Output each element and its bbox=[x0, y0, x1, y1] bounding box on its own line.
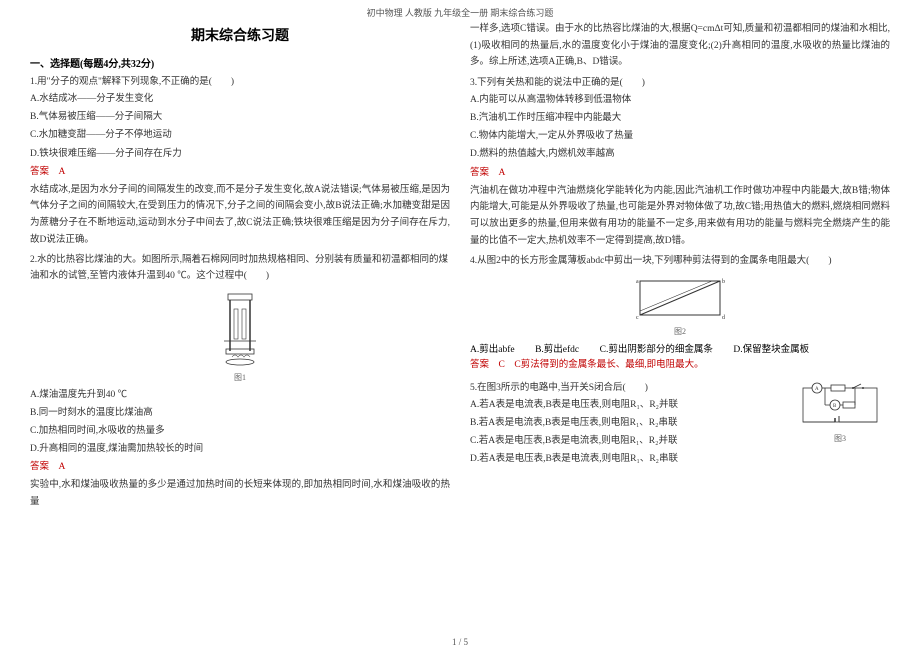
q4-answer: 答案 C C剪法得到的金属条最长、最细,即电阻最大。 bbox=[470, 357, 890, 373]
q4-option-b: B.剪出efdc bbox=[535, 345, 579, 355]
q5-option-d: D.若A表是电压表,B表是电流表,则电阻R₁、R₂串联 bbox=[470, 451, 790, 467]
figure-1: 图1 bbox=[30, 289, 450, 383]
q2-answer-value: A bbox=[59, 462, 66, 472]
q3-explanation: 汽油机在做功冲程中汽油燃烧化学能转化为内能,因此汽油机工作时做功冲程中内能最大,… bbox=[470, 183, 890, 250]
q4-answer-value: C C剪法得到的金属条最长、最细,即电阻最大。 bbox=[499, 360, 704, 370]
q1-answer-value: A bbox=[59, 167, 66, 177]
q5-row: 5.在图3所示的电路中,当开关S闭合后( ) A.若A表是电流表,B表是电压表,… bbox=[470, 376, 890, 470]
q1-stem: 1.用"分子的观点"解释下列现象,不正确的是( ) bbox=[30, 74, 450, 90]
q1-option-d: D.铁块很难压缩——分子间存在斥力 bbox=[30, 146, 450, 162]
section-1-header: 一、选择题(每题4分,共32分) bbox=[30, 55, 450, 70]
q5-option-a: A.若A表是电流表,B表是电压表,则电阻R₁、R₂并联 bbox=[470, 397, 790, 413]
q3-stem: 3.下列有关热和能的说法中正确的是( ) bbox=[470, 75, 890, 91]
svg-text:b: b bbox=[722, 279, 725, 285]
svg-text:A: A bbox=[815, 387, 819, 392]
svg-text:c: c bbox=[636, 315, 639, 321]
q2-answer: 答案 A bbox=[30, 459, 450, 475]
q2-option-d: D.升高相同的温度,煤油需加热较长的时间 bbox=[30, 441, 450, 457]
q1-option-b: B.气体易被压缩——分子间隔大 bbox=[30, 109, 450, 125]
q3-option-a: A.内能可以从高温物体转移到低温物体 bbox=[470, 92, 890, 108]
fig1-caption: 图1 bbox=[30, 372, 450, 383]
answer-label: 答案 bbox=[30, 462, 49, 472]
q4-stem: 4.从图2中的长方形金属薄板abdc中剪出一块,下列哪种剪法得到的金属条电阻最大… bbox=[470, 253, 890, 269]
answer-label: 答案 bbox=[470, 360, 489, 370]
q4-option-a: A.剪出abfe bbox=[470, 345, 515, 355]
q5-option-c: C.若A表是电压表,B表是电流表,则电阻R₁、R₂并联 bbox=[470, 433, 790, 449]
q4-options: A.剪出abfe B.剪出efdc C.剪出阴影部分的细金属条 D.保留整块金属… bbox=[470, 341, 890, 355]
figure-3: A B 图3 bbox=[790, 380, 890, 444]
answer-label: 答案 bbox=[470, 168, 489, 178]
q3-option-d: D.燃料的热值越大,内燃机效率越高 bbox=[470, 146, 890, 162]
q2-option-a: A.煤油温度先升到40 ℃ bbox=[30, 387, 450, 403]
q1-answer: 答案 A bbox=[30, 164, 450, 180]
q3-option-b: B.汽油机工作时压缩冲程中内能最大 bbox=[470, 110, 890, 126]
page-footer: 1 / 5 bbox=[0, 637, 920, 647]
svg-text:a: a bbox=[636, 279, 639, 285]
q1-explanation: 水结成冰,是因为水分子间的间隔发生的改变,而不是分子发生变化,故A说法错误;气体… bbox=[30, 182, 450, 249]
q3-option-c: C.物体内能增大,一定从外界吸收了热量 bbox=[470, 128, 890, 144]
answer-label: 答案 bbox=[30, 167, 49, 177]
page-header: 初中物理 人教版 九年级全一册 期末综合练习题 bbox=[0, 0, 920, 21]
q1-option-c: C.水加糖变甜——分子不停地运动 bbox=[30, 127, 450, 143]
content-area: 期末综合练习题 一、选择题(每题4分,共32分) 1.用"分子的观点"解释下列现… bbox=[0, 21, 920, 511]
q2-option-c: C.加热相同时间,水吸收的热量多 bbox=[30, 423, 450, 439]
q4-option-c: C.剪出阴影部分的细金属条 bbox=[600, 345, 713, 355]
q2-stem: 2.水的比热容比煤油的大。如图所示,隔着石棉网同时加热规格相同、分别装有质量和初… bbox=[30, 252, 450, 284]
q5-stem: 5.在图3所示的电路中,当开关S闭合后( ) bbox=[470, 380, 790, 396]
fig3-caption: 图3 bbox=[790, 433, 890, 444]
svg-text:d: d bbox=[722, 315, 725, 321]
fig2-caption: 图2 bbox=[470, 326, 890, 337]
q3-answer-value: A bbox=[499, 168, 506, 178]
right-column: 一样多,选项C错误。由于水的比热容比煤油的大,根据Q=cmΔt可知,质量和初温都… bbox=[460, 21, 900, 511]
q2-explanation: 实验中,水和煤油吸收热量的多少是通过加热时间的长短来体现的,即加热相同时间,水和… bbox=[30, 477, 450, 510]
q3-answer: 答案 A bbox=[470, 165, 890, 181]
figure-2: a b c d 图2 bbox=[470, 273, 890, 337]
doc-title: 期末综合练习题 bbox=[30, 25, 450, 45]
q1-option-a: A.水结成冰——分子发生变化 bbox=[30, 91, 450, 107]
q4-option-d: D.保留整块金属板 bbox=[733, 345, 809, 355]
q2-explanation-cont: 一样多,选项C错误。由于水的比热容比煤油的大,根据Q=cmΔt可知,质量和初温都… bbox=[470, 21, 890, 71]
left-column: 期末综合练习题 一、选择题(每题4分,共32分) 1.用"分子的观点"解释下列现… bbox=[20, 21, 460, 511]
q5-option-b: B.若A表是电流表,B表是电压表,则电阻R₁、R₂串联 bbox=[470, 415, 790, 431]
q2-option-b: B.同一时刻水的温度比煤油高 bbox=[30, 405, 450, 421]
